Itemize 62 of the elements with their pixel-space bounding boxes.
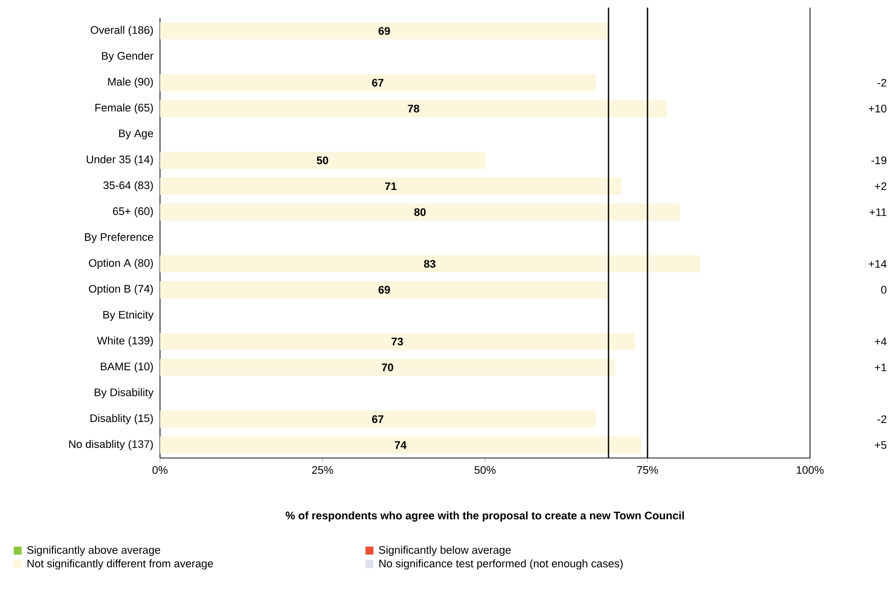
legend-label: No significance test performed (not enough cases) bbox=[379, 559, 623, 570]
y-tick-label: Disablity (15) bbox=[90, 414, 153, 424]
text: -2 bbox=[878, 415, 886, 423]
legend-label: Significantly below average bbox=[378, 546, 511, 556]
data-label: 69 bbox=[378, 27, 390, 35]
data-label: 80 bbox=[414, 208, 426, 216]
y-tick-label: Option A (80) bbox=[88, 258, 153, 269]
y-tick-label: Option B (74) bbox=[88, 284, 153, 295]
y-tick-label: 35-64 (83) bbox=[103, 181, 153, 192]
y-tick-label: Under 35 (14) bbox=[86, 155, 153, 166]
y-tick-label: 65+ (60) bbox=[113, 207, 153, 218]
text: -19 bbox=[871, 156, 886, 164]
data-label: 50 bbox=[316, 156, 328, 164]
bar bbox=[160, 152, 486, 169]
data-label: 67 bbox=[372, 78, 384, 87]
bar bbox=[160, 358, 616, 376]
bar bbox=[160, 333, 635, 350]
x-tick-label: 75% bbox=[637, 466, 658, 474]
x-tick-label: 50% bbox=[474, 466, 496, 474]
text: +10 bbox=[868, 104, 886, 112]
data-label: 78 bbox=[408, 104, 420, 112]
data-label: 71 bbox=[385, 182, 397, 190]
legend-label: Significantly above average bbox=[27, 546, 160, 556]
data-label: 73 bbox=[392, 338, 403, 346]
bar bbox=[160, 22, 609, 40]
bar bbox=[160, 281, 609, 298]
y-tick-label: By Gender bbox=[102, 52, 154, 62]
y-tick-label: By Age bbox=[119, 130, 154, 140]
bar bbox=[160, 436, 642, 454]
text: +2 bbox=[874, 182, 886, 190]
bar bbox=[160, 74, 596, 92]
bar bbox=[160, 255, 700, 272]
legend-label: Not significantly different from average bbox=[28, 559, 213, 570]
text: +14 bbox=[868, 260, 886, 268]
y-tick-label: Overall (186) bbox=[90, 26, 153, 36]
y-tick-label: No disablity (137) bbox=[69, 440, 153, 450]
text: +11 bbox=[870, 208, 886, 216]
x-axis-title: % of respondents who agree with the proposal to create a new Town Council bbox=[286, 511, 684, 522]
data-label: 70 bbox=[382, 364, 394, 372]
y-tick-label: By Etnicity bbox=[103, 310, 154, 321]
x-tick-label: 0% bbox=[152, 466, 168, 474]
bar bbox=[160, 100, 668, 118]
y-tick-label: By Disability bbox=[94, 388, 154, 398]
y-tick-label: BAME (10) bbox=[100, 362, 153, 373]
text: +4 bbox=[874, 338, 886, 346]
x-tick-label: 25% bbox=[312, 466, 334, 474]
y-tick-label: Male (90) bbox=[108, 78, 153, 88]
text: 0 bbox=[881, 286, 886, 294]
y-tick-label: White (139) bbox=[96, 336, 153, 347]
text: -2 bbox=[878, 78, 886, 87]
x-tick-label: 100% bbox=[796, 466, 824, 474]
text: +5 bbox=[874, 441, 886, 449]
bar bbox=[160, 204, 680, 221]
bar bbox=[160, 178, 622, 195]
data-label: 67 bbox=[372, 415, 384, 424]
bar bbox=[160, 410, 596, 428]
y-tick-label: Female (65) bbox=[95, 103, 153, 114]
text: +1 bbox=[874, 364, 886, 372]
y-tick-label: By Preference bbox=[85, 232, 154, 244]
data-label: 74 bbox=[394, 441, 407, 449]
data-label: 83 bbox=[424, 260, 436, 268]
data-label: 69 bbox=[378, 286, 390, 294]
